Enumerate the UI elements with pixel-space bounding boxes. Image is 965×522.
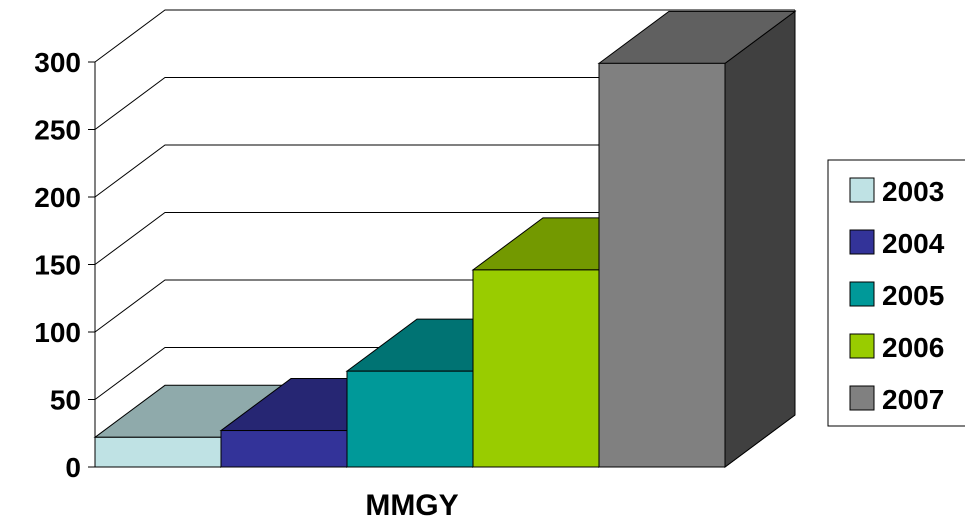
legend-label: 2004 — [882, 228, 945, 259]
y-tick-label: 300 — [34, 47, 81, 78]
bar-front — [598, 62, 726, 468]
bar-front — [94, 436, 222, 468]
y-tick-label: 200 — [34, 182, 81, 213]
gridline — [94, 77, 795, 130]
y-tick-label: 50 — [50, 385, 81, 416]
legend-swatch — [849, 177, 875, 203]
bar-front — [220, 430, 348, 468]
legend-item-2003: 2003 — [849, 176, 944, 207]
legend-label: 2006 — [882, 332, 944, 363]
legend: 2003 2004 2005 2006 2007 — [827, 159, 965, 427]
gridline — [94, 9, 795, 63]
legend-swatch — [849, 281, 875, 307]
bar-side — [724, 10, 796, 468]
legend-label: 2007 — [882, 384, 944, 415]
bar-front — [346, 370, 474, 468]
legend-item-2006: 2006 — [849, 332, 944, 363]
bar-front — [472, 269, 600, 468]
gridline — [94, 212, 795, 265]
legend-swatch — [849, 385, 875, 411]
legend-item-2007: 2007 — [849, 384, 944, 415]
gridline — [94, 144, 795, 198]
legend-label: 2003 — [882, 176, 944, 207]
legend-swatch — [849, 229, 875, 255]
bars — [93, 10, 797, 468]
y-axis-ticks: 0 50 100 150 200 250 300 — [34, 47, 95, 483]
legend-swatch — [849, 333, 875, 359]
y-tick-label: 150 — [34, 250, 81, 281]
y-tick-label: 250 — [34, 115, 81, 146]
legend-label: 2005 — [882, 280, 944, 311]
x-axis-label: MMGY — [365, 489, 458, 522]
bar-2007 — [597, 10, 797, 468]
legend-item-2004: 2004 — [849, 228, 945, 259]
y-tick-label: 0 — [65, 452, 81, 483]
y-tick-label: 100 — [34, 317, 81, 348]
legend-item-2005: 2005 — [849, 280, 944, 311]
